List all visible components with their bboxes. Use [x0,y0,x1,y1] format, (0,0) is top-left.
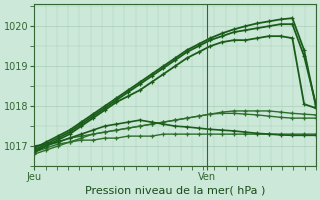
X-axis label: Pression niveau de la mer( hPa ): Pression niveau de la mer( hPa ) [85,186,265,196]
